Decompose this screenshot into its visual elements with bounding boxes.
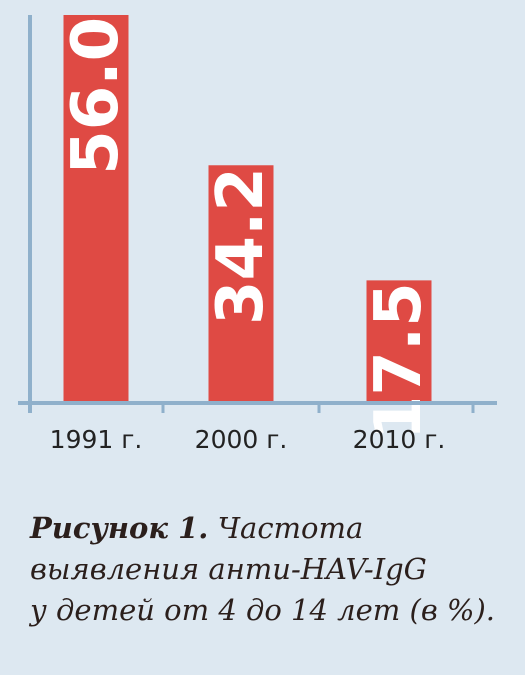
bar-value-label-3: 17.5: [362, 282, 436, 440]
caption-line-1: Рисунок 1. Частота: [30, 508, 510, 549]
bar-1: [63, 15, 129, 401]
x-tick-label-1: 1991 г.: [50, 425, 143, 454]
figure-caption: Рисунок 1. Частота выявления анти-HAV-Ig…: [30, 508, 510, 631]
bar-chart: 56.0 34.2 17.5 1991 г. 2000 г. 2010 г.: [18, 15, 497, 454]
bar-3: [366, 280, 432, 401]
bar-2: [208, 165, 274, 401]
caption-text-2: выявления анти-HAV-IgG: [30, 552, 427, 586]
bars-group: 56.0 34.2 17.5: [59, 15, 436, 440]
bar-value-label-1: 56.0: [59, 17, 133, 175]
caption-text-3: у детей от 4 до 14 лет (в %).: [30, 593, 496, 627]
caption-text-1: Частота: [217, 511, 364, 545]
bar-value-label-2: 34.2: [204, 167, 278, 325]
x-tick-label-3: 2010 г.: [353, 425, 446, 454]
x-axis-ticks: [28, 403, 475, 413]
x-axis-tick-labels: 1991 г. 2000 г. 2010 г.: [50, 425, 446, 454]
x-tick-label-2: 2000 г.: [195, 425, 288, 454]
caption-figure-label: Рисунок 1.: [30, 511, 209, 545]
